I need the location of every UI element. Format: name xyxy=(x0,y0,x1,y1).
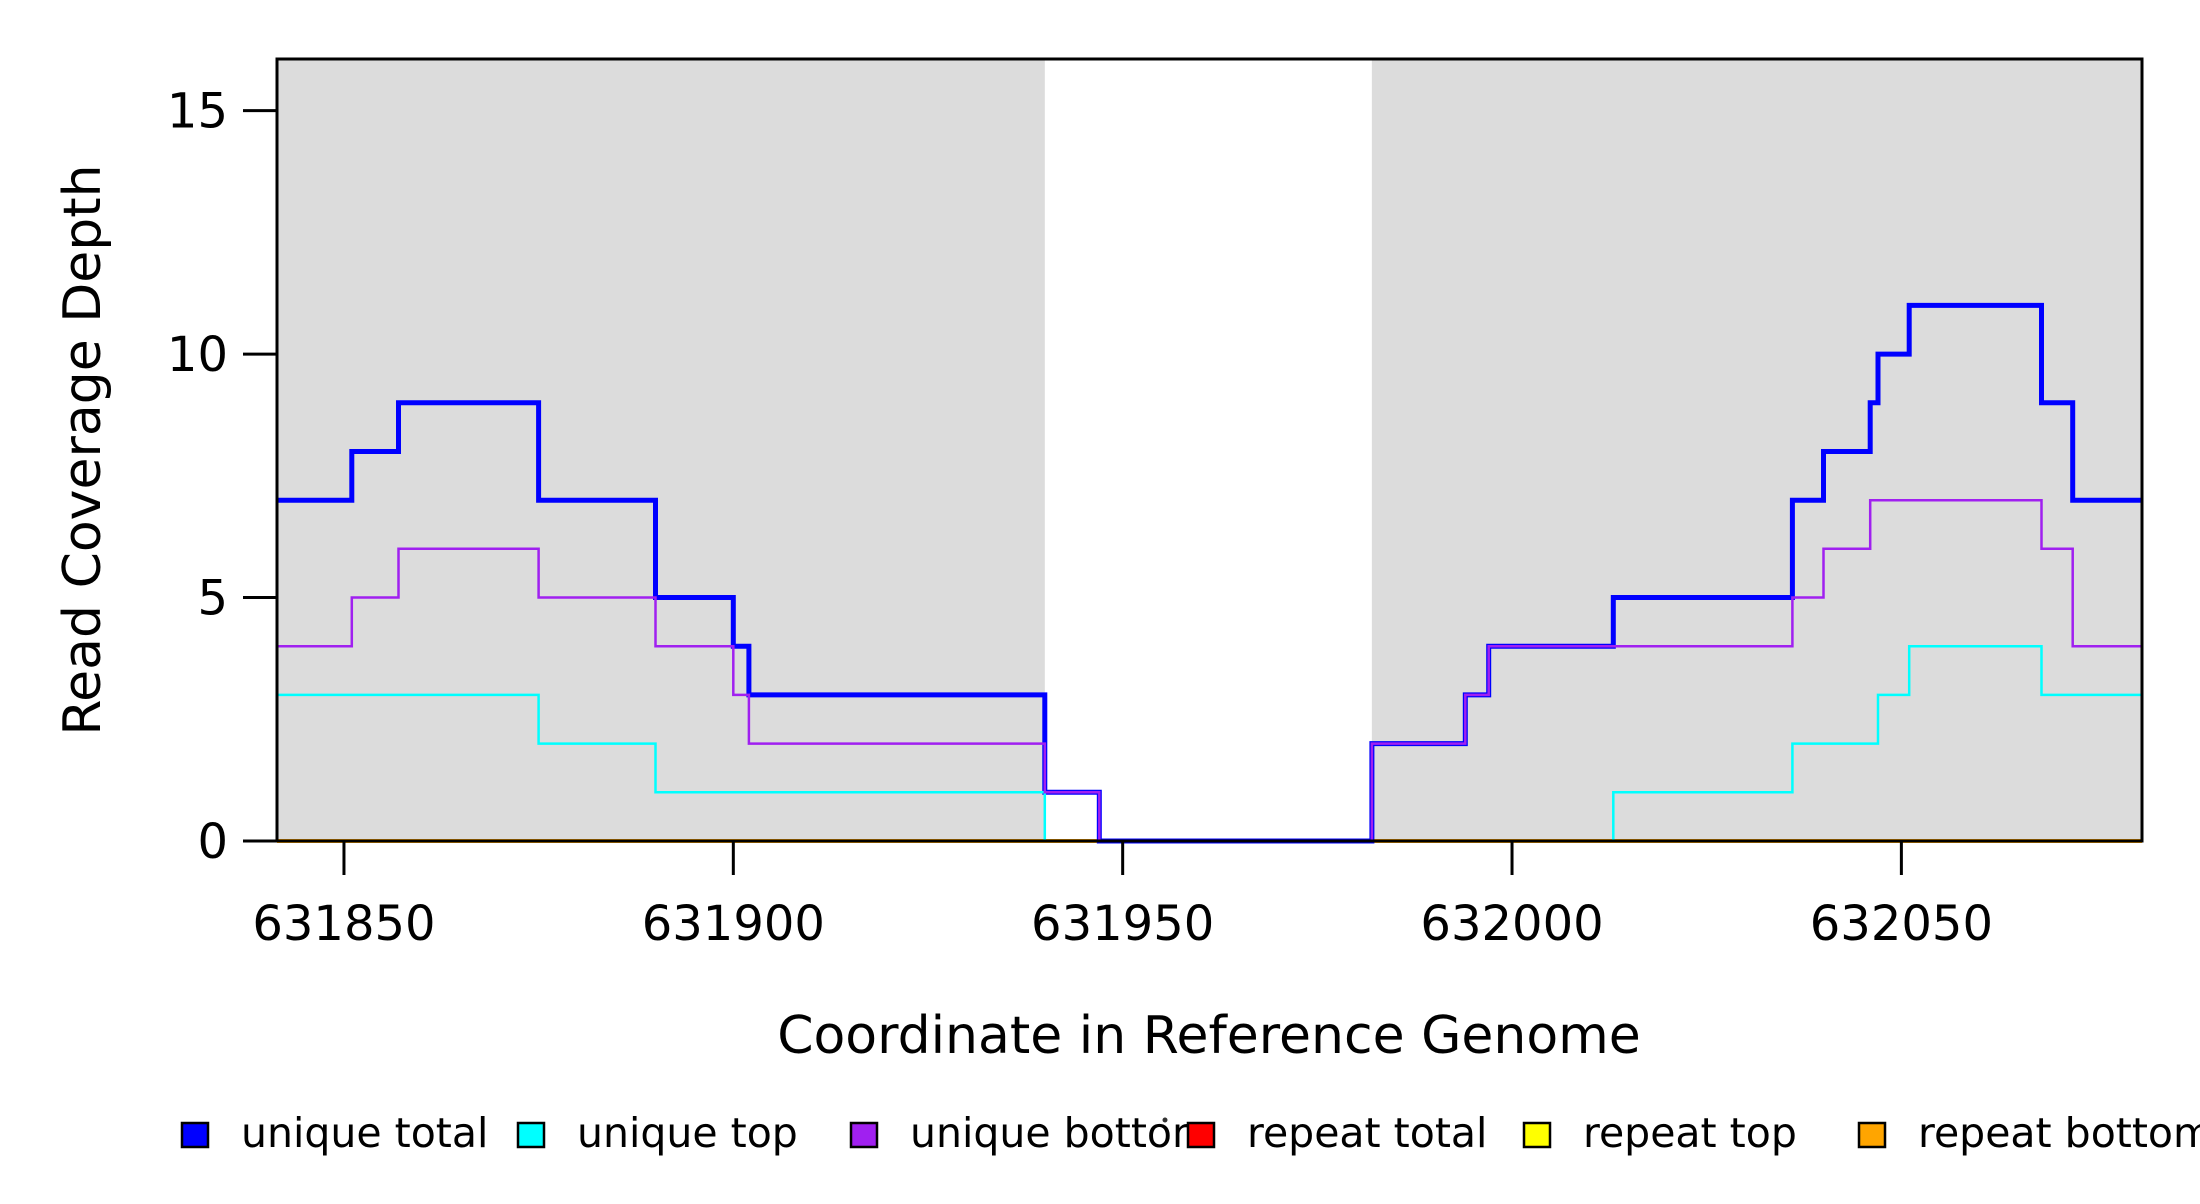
x-axis-tick-label: 632000 xyxy=(1420,896,1603,952)
legend-swatch-repeat-bottom xyxy=(1857,1121,1887,1149)
legend-swatch-repeat-total xyxy=(1186,1121,1216,1149)
plot-border xyxy=(275,57,2144,843)
legend-swatch-unique-top xyxy=(516,1121,546,1149)
y-axis-tick-label: 0 xyxy=(197,814,228,870)
x-axis-tick-label: 631900 xyxy=(642,896,825,952)
y-axis-tick-label: 5 xyxy=(197,571,228,627)
legend-label-unique-top: unique top xyxy=(577,1109,798,1157)
legend-label-unique-bottom: unique bottom xyxy=(910,1109,1212,1157)
x-axis-tick-label: 631850 xyxy=(252,896,435,952)
plot-shaded-region-1 xyxy=(277,59,1045,841)
legend-label-unique-total: unique total xyxy=(241,1109,488,1157)
chart-dynamic-layer: 631850 631900 631950 632000 632050 0 5 10 15 uniq… xyxy=(167,57,2200,1157)
x-axis-tick-label: 631950 xyxy=(1031,896,1214,952)
legend-label-repeat-bottom: repeat bottom xyxy=(1918,1109,2200,1157)
y-axis-tick-label: 10 xyxy=(167,327,228,383)
legend-swatch-repeat-top xyxy=(1522,1121,1552,1149)
y-axis-title: Read Coverage Depth xyxy=(53,164,113,735)
plot-shaded-region-2 xyxy=(1371,59,2142,841)
series-line-unique-top xyxy=(277,644,2142,843)
y-axis-tick-label: 15 xyxy=(167,84,228,140)
legend-swatch-unique-total xyxy=(180,1121,210,1149)
legend-label-repeat-top: repeat top xyxy=(1583,1109,1797,1157)
x-axis-tick-label: 632050 xyxy=(1810,896,1993,952)
legend-swatch-unique-bottom xyxy=(849,1121,879,1149)
stray-mark xyxy=(1162,1117,1168,1123)
x-axis-title: Coordinate in Reference Genome xyxy=(777,1006,1641,1066)
legend-label-repeat-total: repeat total xyxy=(1247,1109,1487,1157)
